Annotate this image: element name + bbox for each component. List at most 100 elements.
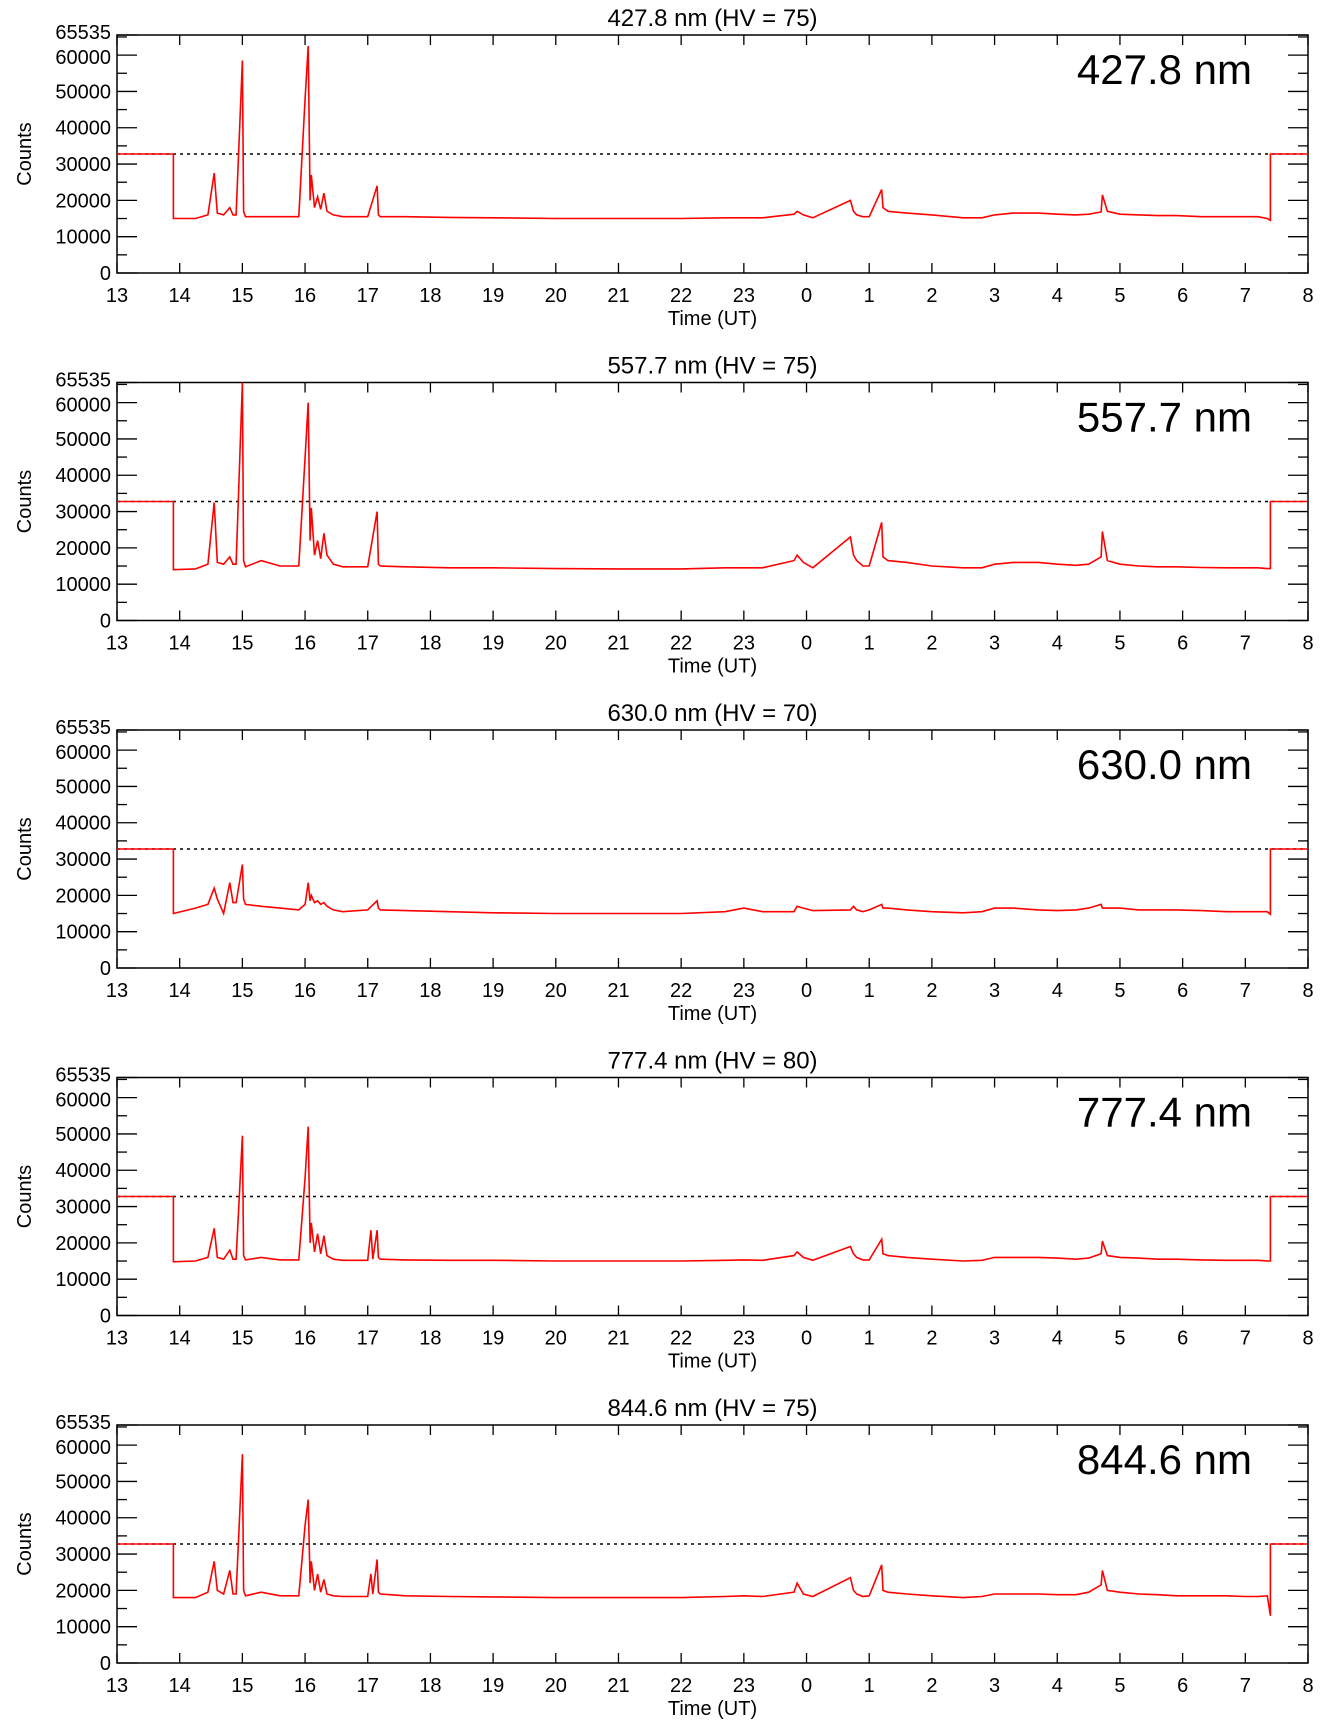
x-tick-label: 0: [801, 980, 812, 1002]
x-axis-label: Time (UT): [668, 1351, 757, 1373]
y-tick-label: 60000: [55, 1437, 111, 1459]
panel-band-label: 427.8 nm: [1077, 46, 1252, 93]
y-tick-label: 0: [100, 263, 111, 285]
y-tick-label: 60000: [55, 742, 111, 764]
x-tick-label: 5: [1114, 1675, 1125, 1697]
x-tick-label: 15: [231, 1328, 253, 1350]
x-tick-label: 22: [670, 1328, 692, 1350]
x-tick-label: 8: [1302, 1675, 1313, 1697]
y-tick-label: 20000: [55, 538, 111, 560]
x-tick-label: 23: [733, 980, 755, 1002]
x-tick-label: 3: [989, 285, 1000, 307]
series-line: [117, 1454, 1308, 1616]
x-tick-label: 19: [482, 1328, 504, 1350]
y-tick-label: 30000: [55, 1197, 111, 1219]
x-tick-label: 20: [545, 633, 567, 655]
y-tick-label: 40000: [55, 1508, 111, 1530]
y-tick-label: 50000: [55, 1124, 111, 1146]
y-axis-label: Counts: [14, 817, 36, 880]
series-line: [117, 1126, 1308, 1263]
x-tick-label: 17: [357, 285, 379, 307]
y-tick-label: 50000: [55, 1471, 111, 1493]
x-tick-label: 3: [989, 980, 1000, 1002]
y-tick-label: 40000: [55, 813, 111, 835]
x-tick-label: 3: [989, 633, 1000, 655]
x-tick-label: 1: [864, 980, 875, 1002]
x-tick-label: 19: [482, 1675, 504, 1697]
x-tick-label: 3: [989, 1328, 1000, 1350]
y-tick-label: 50000: [55, 429, 111, 451]
x-tick-label: 23: [733, 1675, 755, 1697]
y-axis-label: Counts: [14, 1512, 36, 1575]
y-tick-label: 10000: [55, 574, 111, 596]
x-tick-label: 8: [1302, 1328, 1313, 1350]
y-tick-label: 65535: [55, 370, 111, 392]
y-axis-label: Counts: [14, 470, 36, 533]
x-tick-label: 7: [1240, 980, 1251, 1002]
x-tick-label: 3: [989, 1675, 1000, 1697]
y-axis-label: Counts: [14, 1165, 36, 1228]
chart-panel: 427.8 nm (HV = 75) 427.8 nm 0 10000 20000 300…: [14, 5, 1314, 330]
y-tick-label: 50000: [55, 81, 111, 103]
x-tick-label: 22: [670, 1675, 692, 1697]
x-tick-label: 5: [1114, 633, 1125, 655]
x-tick-label: 20: [545, 980, 567, 1002]
x-axis-label: Time (UT): [668, 1003, 757, 1025]
x-tick-label: 1: [864, 1675, 875, 1697]
y-tick-label: 10000: [55, 227, 111, 249]
x-tick-label: 22: [670, 980, 692, 1002]
panel-band-label: 630.0 nm: [1077, 741, 1252, 788]
chart-panel: 557.7 nm (HV = 75) 557.7 nm 0 10000 20000 300…: [14, 353, 1314, 678]
x-tick-label: 14: [169, 980, 191, 1002]
x-tick-label: 13: [106, 1675, 128, 1697]
x-tick-label: 14: [169, 285, 191, 307]
x-tick-label: 7: [1240, 1328, 1251, 1350]
x-tick-label: 18: [419, 285, 441, 307]
x-tick-label: 7: [1240, 285, 1251, 307]
x-axis-label: Time (UT): [668, 656, 757, 678]
y-tick-label: 30000: [55, 502, 111, 524]
panel-band-label: 557.7 nm: [1077, 394, 1252, 441]
x-tick-label: 16: [294, 980, 316, 1002]
x-tick-label: 6: [1177, 285, 1188, 307]
y-tick-label: 50000: [55, 776, 111, 798]
y-tick-label: 10000: [55, 922, 111, 944]
x-tick-label: 2: [926, 633, 937, 655]
x-tick-label: 13: [106, 980, 128, 1002]
x-tick-label: 6: [1177, 980, 1188, 1002]
y-tick-label: 20000: [55, 1580, 111, 1602]
x-tick-label: 4: [1052, 980, 1063, 1002]
x-tick-label: 20: [545, 1675, 567, 1697]
x-tick-label: 14: [169, 1675, 191, 1697]
x-tick-label: 1: [864, 633, 875, 655]
x-tick-label: 16: [294, 1328, 316, 1350]
x-tick-label: 13: [106, 633, 128, 655]
x-tick-label: 17: [357, 633, 379, 655]
x-axis-label: Time (UT): [668, 308, 757, 330]
y-tick-label: 60000: [55, 47, 111, 69]
x-tick-label: 15: [231, 633, 253, 655]
x-tick-label: 13: [106, 285, 128, 307]
y-axis-label: Counts: [14, 122, 36, 185]
x-tick-label: 16: [294, 285, 316, 307]
x-tick-label: 6: [1177, 1675, 1188, 1697]
x-tick-label: 15: [231, 980, 253, 1002]
x-tick-label: 21: [607, 980, 629, 1002]
x-tick-label: 2: [926, 980, 937, 1002]
x-tick-label: 18: [419, 633, 441, 655]
x-tick-label: 2: [926, 285, 937, 307]
x-tick-label: 5: [1114, 980, 1125, 1002]
chart-title: 777.4 nm (HV = 80): [607, 1048, 817, 1075]
x-tick-label: 20: [545, 1328, 567, 1350]
y-tick-label: 0: [100, 958, 111, 980]
y-tick-label: 65535: [55, 717, 111, 739]
chart-title: 557.7 nm (HV = 75): [607, 353, 817, 380]
x-tick-label: 18: [419, 1328, 441, 1350]
y-tick-label: 65535: [55, 22, 111, 44]
chart-panel: 777.4 nm (HV = 80) 777.4 nm 0 10000 20000 300…: [14, 1048, 1314, 1373]
x-tick-label: 21: [607, 285, 629, 307]
chart-title: 630.0 nm (HV = 70): [607, 700, 817, 727]
y-tick-label: 30000: [55, 154, 111, 176]
y-tick-label: 0: [100, 1306, 111, 1328]
